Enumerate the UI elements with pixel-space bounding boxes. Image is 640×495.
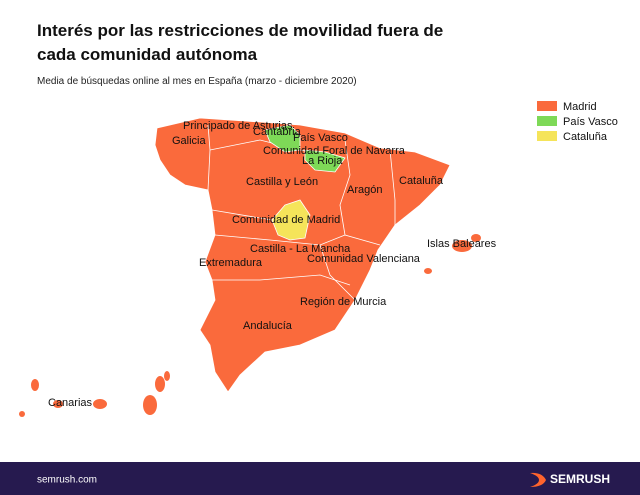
region-label: Comunidad Foral de Navarra [263,145,406,157]
legend-swatch [537,131,557,141]
region-area [304,149,346,173]
region-area [264,124,301,153]
region-label: Andalucía [243,320,293,332]
legend-swatch [537,116,557,126]
islands [19,371,170,417]
region-label: Castilla y León [246,176,318,188]
legend-label: País Vasco [563,116,618,128]
region-label: Galicia [172,135,207,147]
footer-site: semrush.com [37,475,97,486]
region-label: País Vasco [293,132,348,144]
region-label: Castilla - La Mancha [250,243,351,255]
title-line: Interés por las restricciones de movilid… [37,21,443,40]
legend: Madrid País Vasco Cataluña [537,101,618,143]
footer-bar [0,462,640,495]
mainland [154,117,451,393]
brand-logo: SEMRUSH [530,472,610,487]
region-area [271,199,311,241]
region-label: Islas Baleares [427,238,497,250]
region-label: Comunidad Valenciana [307,253,421,265]
brand-name: SEMRUSH [550,472,610,486]
legend-label: Cataluña [563,131,608,143]
region-label: Aragón [347,184,382,196]
region-label: Comunidad de Madrid [232,214,340,226]
region-label: Principado de Asturias [183,120,293,132]
legend-label: Madrid [563,101,597,113]
legend-swatch [537,101,557,111]
region-label: Región de Murcia [300,296,387,308]
region-labels: Galicia Principado de AsturiasCantabriaPa… [48,120,497,409]
region-label: La Rioja [302,155,343,167]
map [19,117,481,417]
region-label: Cantabria [253,126,302,138]
borders [207,124,396,301]
region-label: Extremadura [199,257,263,269]
subtitle: Media de búsquedas online al mes en Espa… [37,76,357,87]
title-line: cada comunidad autónoma [37,45,258,64]
region-label: Canarias [48,397,93,409]
islands [424,234,481,274]
region-label: Cataluña [399,175,444,187]
